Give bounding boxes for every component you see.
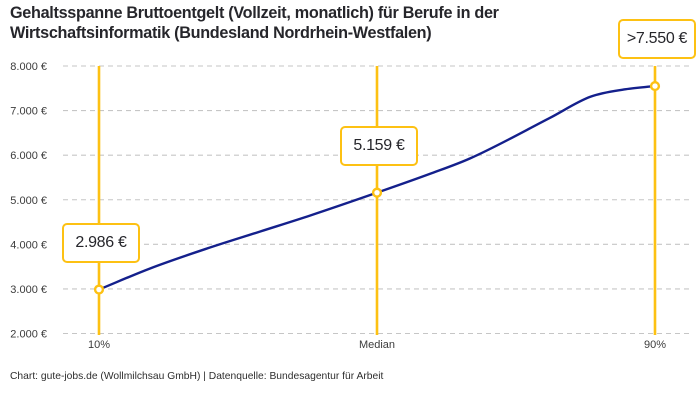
- marker-label-10percent: 2.986 €: [62, 222, 140, 263]
- salary-curve: [97, 84, 657, 291]
- data-points: [93, 80, 661, 295]
- chart-title: Gehaltsspanne Bruttoentgelt (Vollzeit, m…: [10, 4, 499, 42]
- y-gridlines: [63, 65, 691, 335]
- y-tick-label: 8.000 €: [10, 61, 47, 73]
- x-tick-10percent: 10%: [87, 339, 111, 351]
- x-tick-median: Median: [358, 339, 396, 351]
- y-tick-label: 3.000 €: [10, 284, 47, 296]
- marker-label-90percent: >7.550 €: [618, 19, 696, 60]
- y-tick-label: 4.000 €: [10, 239, 47, 251]
- marker-value: >7.550 €: [626, 30, 688, 48]
- y-tick-label: 5.000 €: [10, 195, 47, 207]
- y-tick-label: 2.000 €: [10, 329, 47, 341]
- y-tick-label: 7.000 €: [10, 106, 47, 118]
- data-point: [371, 187, 383, 198]
- y-tick-label: 6.000 €: [10, 150, 47, 162]
- marker-label-median: 5.159 €: [340, 125, 418, 166]
- marker-value: 5.159 €: [353, 136, 405, 154]
- chart-footer: Chart: gute-jobs.de (Wollmilchsau GmbH) …: [10, 371, 384, 382]
- marker-value: 2.986 €: [75, 233, 127, 251]
- x-tick-90percent: 90%: [643, 339, 667, 351]
- data-point: [93, 284, 105, 295]
- data-point: [649, 80, 661, 92]
- y-axis-labels: 8.000 € 7.000 € 6.000 € 5.000 € 4.000 € 3.000…: [10, 61, 47, 341]
